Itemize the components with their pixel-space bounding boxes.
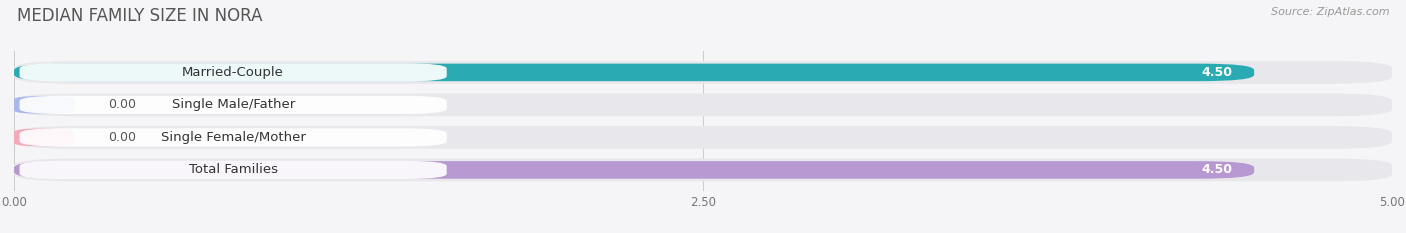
Text: Single Female/Mother: Single Female/Mother (160, 131, 305, 144)
FancyBboxPatch shape (14, 161, 1254, 179)
Text: Source: ZipAtlas.com: Source: ZipAtlas.com (1271, 7, 1389, 17)
FancyBboxPatch shape (20, 128, 447, 147)
FancyBboxPatch shape (14, 126, 1392, 149)
Text: Married-Couple: Married-Couple (183, 66, 284, 79)
FancyBboxPatch shape (14, 93, 1392, 116)
Text: 0.00: 0.00 (108, 98, 136, 111)
FancyBboxPatch shape (14, 158, 1392, 181)
FancyBboxPatch shape (20, 161, 447, 179)
Text: MEDIAN FAMILY SIZE IN NORA: MEDIAN FAMILY SIZE IN NORA (17, 7, 263, 25)
Text: 4.50: 4.50 (1201, 163, 1232, 176)
Text: Single Male/Father: Single Male/Father (172, 98, 295, 111)
FancyBboxPatch shape (20, 63, 447, 82)
FancyBboxPatch shape (14, 96, 75, 114)
FancyBboxPatch shape (14, 129, 75, 146)
FancyBboxPatch shape (14, 61, 1392, 84)
Text: Total Families: Total Families (188, 163, 277, 176)
Text: 4.50: 4.50 (1201, 66, 1232, 79)
Text: 0.00: 0.00 (108, 131, 136, 144)
FancyBboxPatch shape (20, 96, 447, 114)
FancyBboxPatch shape (14, 64, 1254, 81)
